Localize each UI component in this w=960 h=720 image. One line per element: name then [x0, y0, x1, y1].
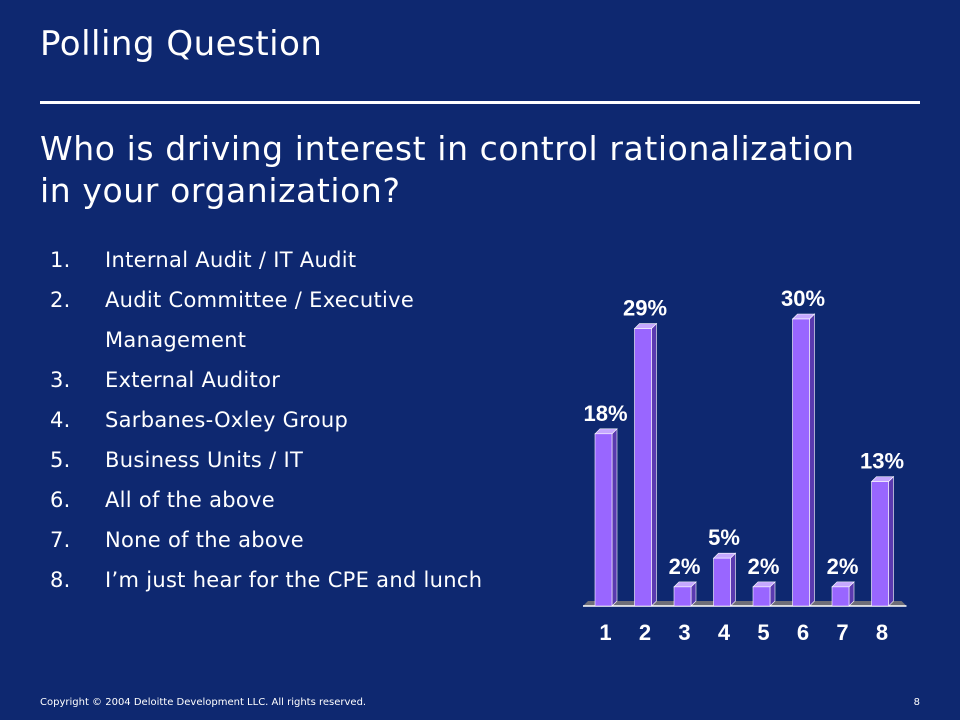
option-text: Internal Audit / IT Audit [105, 248, 357, 272]
option-number: 6. [50, 488, 71, 512]
bar-value-label: 30% [781, 286, 825, 311]
bar-front [594, 433, 613, 607]
bar-side [730, 552, 736, 607]
copyright-footer: Copyright © 2004 Deloitte Development LL… [40, 697, 367, 708]
bar-value-label: 2% [748, 554, 780, 579]
answer-option: 2. Audit Committee / Executive Management [50, 280, 545, 360]
category-tick-label: 2 [639, 620, 651, 645]
bar-side [651, 322, 657, 607]
bar-front [831, 586, 850, 607]
bar-side [809, 313, 815, 607]
option-text: None of the above [105, 528, 305, 552]
bar-front [713, 557, 731, 607]
bar-front [673, 586, 692, 607]
answer-options-list: 1. Internal Audit / IT Audit 2. Audit Comm… [50, 240, 545, 600]
option-number: 4. [50, 408, 71, 432]
bar-side [611, 428, 618, 607]
bar-1 [594, 428, 618, 607]
bar-6 [791, 313, 816, 607]
option-text: Audit Committee / Executive Management [105, 288, 415, 352]
bar-value-label: 5% [708, 525, 740, 550]
option-text: I’m just hear for the CPE and lunch [105, 568, 483, 592]
option-text: External Auditor [105, 368, 281, 392]
bar-side [888, 475, 894, 607]
option-number: 1. [50, 248, 71, 272]
option-text: All of the above [105, 488, 275, 512]
slide-title: Polling Question [40, 24, 323, 64]
bar-4 [712, 552, 737, 607]
poll-question: Who is driving interest in control ratio… [40, 129, 855, 210]
page-number: 8 [913, 697, 920, 708]
category-tick-label: 6 [797, 620, 809, 645]
answer-option: 4. Sarbanes-Oxley Group [50, 400, 545, 440]
category-tick-label: 4 [718, 620, 731, 645]
answer-option: 5. Business Units / IT [50, 440, 545, 480]
option-text: Sarbanes-Oxley Group [105, 408, 349, 432]
answer-option: 1. Internal Audit / IT Audit [50, 240, 545, 280]
bar-3 [673, 581, 697, 607]
bar-2 [633, 322, 658, 607]
option-number: 7. [50, 528, 71, 552]
answer-option: 7. None of the above [50, 520, 545, 560]
answer-option: 6. All of the above [50, 480, 545, 520]
bar-front [871, 481, 889, 607]
bar-value-label: 18% [583, 401, 627, 426]
chart-floor [583, 601, 907, 606]
bar-front [634, 328, 652, 607]
option-number: 2. [50, 288, 71, 312]
category-tick-label: 7 [836, 620, 848, 645]
bar-5 [752, 581, 776, 607]
option-text: Business Units / IT [105, 448, 304, 472]
category-tick-label: 1 [599, 620, 611, 645]
option-number: 3. [50, 368, 71, 392]
category-tick-label: 8 [876, 620, 888, 645]
bar-8 [870, 475, 895, 607]
bar-value-label: 29% [623, 296, 667, 321]
bar-front [792, 318, 810, 607]
option-number: 8. [50, 568, 71, 592]
title-divider [40, 101, 920, 104]
option-number: 5. [50, 448, 71, 472]
poll-results-chart: 18% 1 29% 2 2% 3 5% 4 2% 5 30% 6 2% 7 13% 8 [583, 286, 907, 645]
bar-value-label: 2% [669, 554, 701, 579]
bar-value-label: 13% [860, 449, 904, 474]
answer-option: 8. I’m just hear for the CPE and lunch [50, 560, 545, 600]
answer-option: 3. External Auditor [50, 360, 545, 400]
bar-front [752, 586, 771, 607]
bar-value-label: 2% [827, 554, 859, 579]
bar-7 [831, 581, 855, 607]
category-tick-label: 3 [678, 620, 690, 645]
category-tick-label: 5 [757, 620, 769, 645]
